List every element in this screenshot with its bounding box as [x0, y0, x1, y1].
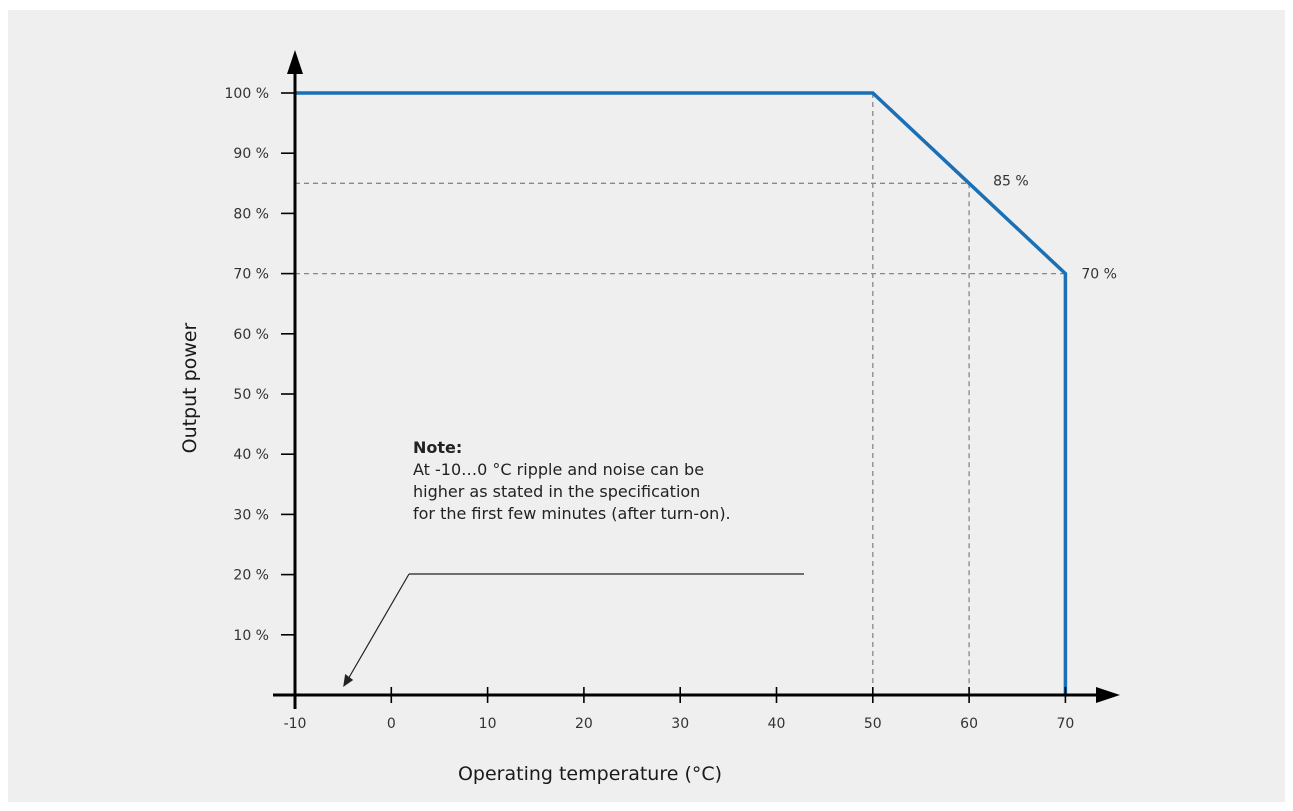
x-tick-label: 60 [960, 716, 978, 732]
note-leader-line [347, 573, 410, 680]
y-tick-label: 10 % [233, 628, 269, 644]
note-line: for the first few minutes (after turn-on… [413, 504, 731, 523]
note-heading: Note: [413, 438, 462, 457]
x-tick-label: 20 [575, 716, 593, 732]
y-tick-label: 60 % [233, 327, 269, 343]
annotations: 85 % 70 % [993, 173, 1117, 282]
reference-lines [295, 93, 1066, 695]
series-line [295, 91, 1068, 695]
y-tick-label: 90 % [233, 146, 269, 162]
y-axis-title: Output power [179, 322, 201, 453]
x-tick-label: 70 [1056, 716, 1074, 732]
x-tick-label: 10 [479, 716, 497, 732]
ticks: -10 0 10 20 30 40 50 60 70 10 % 20 % 30 % 40 % 50 % 60… [225, 86, 1075, 732]
y-tick-label: 40 % [233, 447, 269, 463]
x-axis-arrowhead [1096, 687, 1120, 703]
chart-panel: -10 0 10 20 30 40 50 60 70 10 % 20 % 30 % 40 % 50 % 60… [8, 10, 1285, 802]
x-tick-label: 50 [864, 716, 882, 732]
x-axis-title: Operating temperature (°C) [458, 763, 722, 785]
data-label-85: 85 % [993, 173, 1029, 189]
series-layer [295, 91, 1068, 695]
y-tick-label: 30 % [233, 507, 269, 523]
note-line: higher as stated in the specification [413, 482, 700, 501]
data-label-70: 70 % [1081, 267, 1117, 283]
x-tick-label: 0 [387, 716, 396, 732]
note-line: At -10…0 °C ripple and noise can be [413, 460, 704, 479]
x-tick-label: -10 [284, 716, 307, 732]
note-arrowhead [343, 674, 354, 687]
y-tick-label: 100 % [225, 86, 269, 102]
y-axis-arrowhead [287, 50, 303, 74]
y-tick-label: 80 % [233, 206, 269, 222]
y-tick-label: 50 % [233, 387, 269, 403]
x-tick-label: 30 [671, 716, 689, 732]
axes [273, 50, 1120, 709]
derating-chart: -10 0 10 20 30 40 50 60 70 10 % 20 % 30 % 40 % 50 % 60… [179, 50, 1120, 785]
note: Note: At -10…0 °C ripple and noise can be… [343, 438, 804, 687]
x-tick-label: 40 [768, 716, 786, 732]
y-tick-label: 70 % [233, 267, 269, 283]
y-tick-label: 20 % [233, 568, 269, 584]
